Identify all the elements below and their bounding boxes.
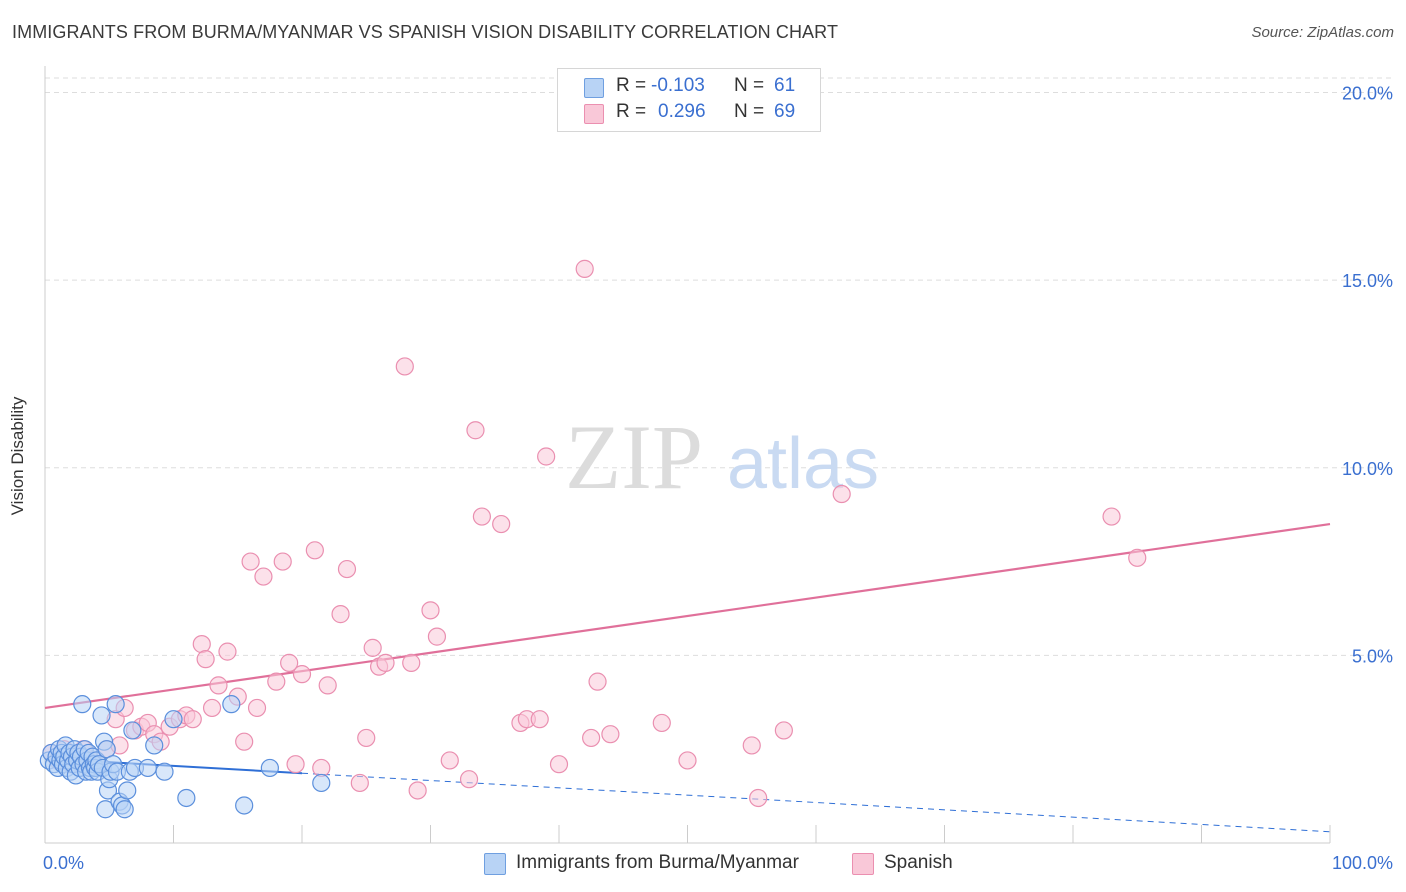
spanish-point [241, 552, 260, 571]
legend-n-value-burma: 61 [774, 75, 796, 96]
spanish-point [678, 751, 697, 770]
burma-point [118, 781, 137, 800]
y-tick-label: 10.0% [1342, 459, 1393, 479]
spanish-point [742, 736, 761, 755]
spanish-point [292, 665, 312, 684]
spanish-point [1128, 548, 1147, 567]
spanish-point [183, 710, 202, 729]
burma-point [155, 762, 174, 781]
burma-point [164, 710, 183, 729]
spanish-trend-line [44, 522, 1331, 710]
spanish-point [192, 635, 211, 654]
spanish-point [537, 447, 556, 466]
legend-n-label: N = [734, 75, 765, 96]
spanish-point [459, 770, 479, 789]
spanish-point [601, 725, 620, 744]
spanish-point [749, 788, 768, 808]
burma-point [222, 695, 241, 714]
spanish-point [267, 672, 286, 691]
trend-lines [44, 522, 1331, 833]
legend-r-label: R = [616, 101, 647, 122]
spanish-point [357, 728, 376, 748]
burma-point [138, 758, 157, 778]
spanish-point [273, 552, 292, 571]
burma-point [235, 796, 254, 815]
spanish-point [408, 781, 427, 800]
burma-point [177, 788, 196, 808]
spanish-point [395, 357, 414, 376]
spanish-point [549, 755, 569, 774]
chart-title: IMMIGRANTS FROM BURMA/MYANMAR VS SPANISH… [12, 22, 839, 42]
legend-r-label: R = [616, 75, 647, 96]
burma-point [260, 758, 279, 778]
burma-point [145, 736, 164, 755]
x-tick-label: 100.0% [1332, 853, 1393, 873]
spanish-point [331, 605, 350, 624]
y-axis-label: Vision Disability [8, 396, 27, 516]
spanish-point [363, 638, 382, 657]
spanish-point [440, 751, 459, 770]
spanish-point [305, 541, 324, 560]
y-tick-label: 15.0% [1342, 271, 1393, 291]
x-tick-label: 0.0% [43, 853, 84, 873]
burma-trend-line-extension [301, 772, 1331, 833]
spanish-points [42, 259, 1147, 808]
spanish-point [254, 567, 273, 586]
spanish-point [832, 484, 851, 504]
legend-n-value-spanish: 69 [774, 101, 796, 122]
spanish-point [402, 653, 421, 672]
tick-labels: 5.0% 10.0% 15.0% 20.0% 0.0% 100.0% [43, 84, 1393, 873]
series-swatch-burma [484, 853, 506, 875]
burma-point [92, 706, 111, 725]
spanish-point [337, 559, 357, 579]
spanish-point [588, 672, 607, 691]
burma-points [39, 695, 331, 819]
series-name-spanish: Spanish [884, 852, 953, 873]
spanish-point [427, 627, 447, 646]
spanish-point [376, 653, 395, 672]
spanish-point [774, 721, 793, 740]
spanish-point [492, 514, 511, 534]
spanish-point [530, 710, 549, 729]
burma-point [312, 773, 331, 793]
spanish-point [218, 642, 237, 661]
legend-r-value-burma: -0.103 [651, 75, 705, 96]
spanish-point [472, 507, 491, 526]
spanish-point [280, 653, 299, 672]
legend-swatch-spanish [584, 104, 604, 124]
burma-point [115, 800, 134, 819]
spanish-point [318, 676, 337, 695]
watermark-zip: ZIP [565, 406, 703, 508]
burma-point [97, 740, 116, 759]
legend-swatch-burma [584, 78, 604, 98]
legend-r-value-spanish: 0.296 [658, 101, 706, 122]
spanish-point [209, 676, 228, 695]
spanish-point [202, 698, 222, 718]
spanish-point [582, 728, 601, 748]
axes [44, 66, 1331, 844]
series-swatch-spanish [852, 853, 874, 875]
spanish-point [196, 650, 215, 669]
spanish-point [247, 698, 267, 718]
spanish-point [1102, 507, 1121, 526]
spanish-point [652, 713, 671, 733]
spanish-point [421, 601, 440, 620]
series-name-burma: Immigrants from Burma/Myanmar [516, 852, 799, 873]
spanish-point [466, 421, 485, 440]
correlation-legend: R = -0.103 N = 61 R = 0.296 N = 69 [557, 68, 821, 132]
burma-point [73, 695, 92, 714]
spanish-point [350, 773, 369, 793]
y-tick-label: 5.0% [1352, 646, 1393, 666]
spanish-point [575, 259, 594, 278]
legend-n-label: N = [734, 101, 765, 122]
spanish-point [286, 755, 305, 774]
burma-point [123, 721, 142, 740]
watermark-atlas: atlas [727, 424, 879, 504]
y-tick-label: 20.0% [1342, 84, 1393, 104]
source-credit: Source: ZipAtlas.com [1251, 24, 1394, 41]
spanish-point [235, 732, 254, 751]
burma-point [106, 695, 125, 714]
